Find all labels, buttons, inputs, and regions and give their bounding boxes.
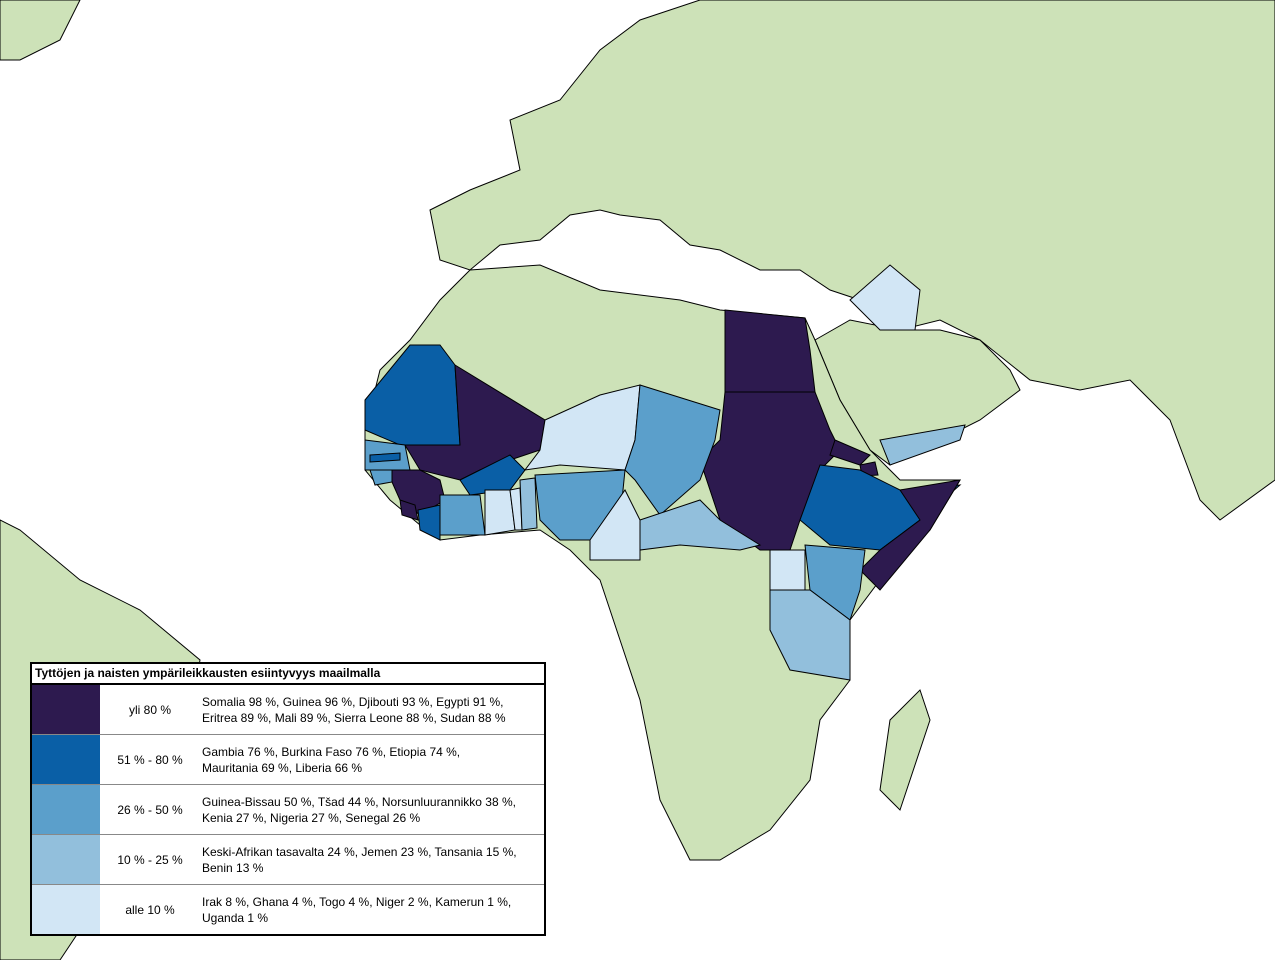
legend-row: 51 % - 80 % Gambia 76 %, Burkina Faso 76 … <box>32 735 544 785</box>
sierra-leone <box>399 499 419 521</box>
legend-row: 26 % - 50 % Guinea-Bissau 50 %, Tšad 44 %… <box>32 785 544 835</box>
legend-swatch <box>32 885 100 934</box>
legend: Tyttöjen ja naisten ympärileikkausten es… <box>30 662 546 936</box>
gambia <box>369 452 401 463</box>
legend-line: Gambia 76 %, Burkina Faso 76 %, Etiopia … <box>202 744 461 759</box>
legend-swatch <box>32 685 100 734</box>
burkina-faso <box>459 454 526 496</box>
liberia <box>417 504 441 541</box>
legend-text: Gambia 76 %, Burkina Faso 76 %, Etiopia … <box>200 735 544 784</box>
legend-line: Uganda 1 % <box>202 910 269 925</box>
legend-line: Guinea-Bissau 50 %, Tšad 44 %, Norsunluu… <box>202 794 516 809</box>
yemen <box>879 424 966 466</box>
eurasia <box>429 0 1275 521</box>
legend-line: Keski-Afrikan tasavalta 24 %, Jemen 23 %… <box>202 844 517 859</box>
legend-swatch <box>32 785 100 834</box>
cote-divoire <box>439 494 486 536</box>
legend-text: Guinea-Bissau 50 %, Tšad 44 %, Norsunluu… <box>200 785 544 834</box>
iraq <box>849 264 921 331</box>
legend-range: alle 10 % <box>125 902 175 917</box>
legend-line: Irak 8 %, Ghana 4 %, Togo 4 %, Niger 2 %… <box>202 894 512 909</box>
legend-line: Mauritania 69 %, Liberia 66 % <box>202 760 363 775</box>
car <box>639 499 762 551</box>
legend-text: Keski-Afrikan tasavalta 24 %, Jemen 23 %… <box>200 835 544 884</box>
legend-text: Somalia 98 %, Guinea 96 %, Djibouti 93 %… <box>200 685 544 734</box>
legend-row: alle 10 % Irak 8 %, Ghana 4 %, Togo 4 %, … <box>32 885 544 934</box>
legend-line: Kenia 27 %, Nigeria 27 %, Senegal 26 % <box>202 810 421 825</box>
uganda <box>769 549 806 591</box>
legend-range: 51 % - 80 % <box>117 752 183 767</box>
legend-range: 26 % - 50 % <box>117 802 183 817</box>
madagascar <box>879 689 931 811</box>
legend-swatch <box>32 835 100 884</box>
tanzania <box>769 589 851 681</box>
greenland <box>0 0 81 61</box>
legend-title: Tyttöjen ja naisten ympärileikkausten es… <box>32 664 544 685</box>
guinea-bissau <box>369 469 393 486</box>
benin <box>519 477 538 531</box>
legend-row: yli 80 % Somalia 98 %, Guinea 96 %, Djibo… <box>32 685 544 735</box>
kenya <box>804 544 866 621</box>
legend-range: 10 % - 25 % <box>117 852 183 867</box>
legend-range: yli 80 % <box>128 702 172 717</box>
egypt <box>724 309 816 393</box>
mauritania <box>364 344 461 446</box>
somalia <box>859 479 961 591</box>
legend-swatch <box>32 735 100 784</box>
legend-line: Benin 13 % <box>202 860 264 875</box>
legend-row: 10 % - 25 % Keski-Afrikan tasavalta 24 %,… <box>32 835 544 885</box>
legend-line: Eritrea 89 %, Mali 89 %, Sierra Leone 88… <box>202 710 506 725</box>
legend-text: Irak 8 %, Ghana 4 %, Togo 4 %, Niger 2 %… <box>200 885 544 934</box>
legend-line: Somalia 98 %, Guinea 96 %, Djibouti 93 %… <box>202 694 504 709</box>
